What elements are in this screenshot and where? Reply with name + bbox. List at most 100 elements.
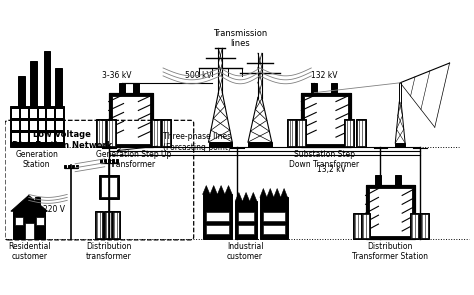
- Bar: [55, 68, 62, 106]
- Bar: [260, 197, 288, 239]
- Bar: [104, 211, 112, 239]
- Bar: [395, 175, 401, 185]
- Bar: [365, 185, 415, 239]
- Text: 220 V: 220 V: [44, 205, 65, 214]
- Bar: [47, 109, 55, 118]
- Bar: [12, 133, 19, 142]
- Text: Substation Step
Down Transformer: Substation Step Down Transformer: [289, 150, 359, 169]
- Bar: [107, 120, 115, 146]
- Bar: [287, 119, 296, 147]
- Bar: [345, 120, 353, 146]
- Bar: [206, 225, 229, 234]
- Bar: [202, 194, 232, 239]
- Bar: [97, 120, 105, 146]
- Bar: [354, 214, 361, 238]
- Bar: [13, 211, 46, 239]
- Bar: [30, 121, 36, 130]
- Bar: [21, 121, 27, 130]
- Bar: [12, 121, 19, 130]
- Bar: [21, 133, 27, 142]
- Bar: [421, 214, 428, 238]
- Bar: [133, 83, 139, 93]
- Bar: [151, 119, 161, 147]
- Bar: [112, 96, 150, 144]
- Bar: [109, 93, 153, 147]
- Bar: [301, 93, 351, 147]
- Bar: [15, 217, 23, 225]
- Bar: [96, 119, 106, 147]
- Polygon shape: [11, 195, 47, 211]
- Bar: [113, 212, 118, 238]
- Bar: [106, 119, 116, 147]
- Text: Generation Step Up
Transformer: Generation Step Up Transformer: [96, 150, 171, 169]
- Bar: [112, 211, 119, 239]
- Bar: [263, 212, 284, 221]
- Bar: [12, 109, 19, 118]
- Bar: [30, 109, 36, 118]
- Polygon shape: [281, 189, 288, 197]
- Bar: [72, 165, 74, 168]
- Bar: [209, 142, 232, 147]
- Bar: [56, 121, 63, 130]
- Text: 3-36 kV: 3-36 kV: [102, 71, 131, 80]
- Bar: [104, 159, 106, 163]
- Bar: [395, 143, 405, 147]
- Bar: [361, 213, 370, 239]
- Polygon shape: [273, 189, 281, 197]
- Bar: [30, 61, 36, 106]
- Bar: [411, 214, 418, 238]
- Bar: [10, 106, 64, 147]
- Text: 500 kV: 500 kV: [185, 71, 211, 80]
- Bar: [331, 83, 337, 93]
- Text: Transmission
lines: Transmission lines: [213, 29, 267, 48]
- Bar: [47, 133, 55, 142]
- Bar: [25, 223, 34, 239]
- Bar: [369, 188, 412, 236]
- Polygon shape: [242, 192, 250, 201]
- Bar: [96, 212, 102, 238]
- Text: Distribution
transformer: Distribution transformer: [86, 242, 132, 261]
- Bar: [64, 165, 66, 168]
- Bar: [100, 159, 102, 163]
- Bar: [118, 83, 125, 93]
- Bar: [248, 142, 272, 147]
- Bar: [38, 133, 46, 142]
- Text: Residential
customer: Residential customer: [9, 242, 51, 261]
- Polygon shape: [260, 189, 267, 197]
- Polygon shape: [250, 192, 257, 201]
- Polygon shape: [267, 189, 273, 197]
- Bar: [375, 175, 382, 185]
- Bar: [21, 109, 27, 118]
- Bar: [18, 76, 25, 106]
- Bar: [35, 197, 39, 205]
- Text: Low Voltage
Distribution Network: Low Voltage Distribution Network: [12, 130, 112, 150]
- Bar: [304, 96, 348, 144]
- Bar: [296, 119, 306, 147]
- Bar: [263, 225, 284, 234]
- Text: 132 kV: 132 kV: [311, 71, 337, 80]
- Bar: [105, 212, 111, 238]
- Bar: [38, 121, 46, 130]
- Bar: [76, 165, 78, 168]
- Bar: [357, 120, 365, 146]
- Text: Industrial
customer: Industrial customer: [227, 242, 264, 261]
- Bar: [68, 165, 70, 168]
- Bar: [109, 93, 153, 147]
- Text: Distribution
Transformer Station: Distribution Transformer Station: [352, 242, 428, 261]
- Bar: [116, 159, 118, 163]
- Bar: [206, 212, 229, 221]
- Bar: [56, 109, 63, 118]
- Polygon shape: [202, 186, 210, 194]
- Bar: [301, 93, 351, 147]
- Bar: [238, 225, 254, 234]
- Bar: [152, 120, 160, 146]
- Bar: [238, 212, 254, 221]
- Text: Three-phase lines
(Forcasting point): Three-phase lines (Forcasting point): [118, 132, 231, 152]
- Bar: [47, 121, 55, 130]
- Bar: [365, 185, 415, 239]
- Bar: [99, 175, 118, 199]
- Bar: [235, 201, 257, 239]
- Polygon shape: [218, 186, 225, 194]
- Bar: [95, 211, 103, 239]
- Bar: [56, 133, 63, 142]
